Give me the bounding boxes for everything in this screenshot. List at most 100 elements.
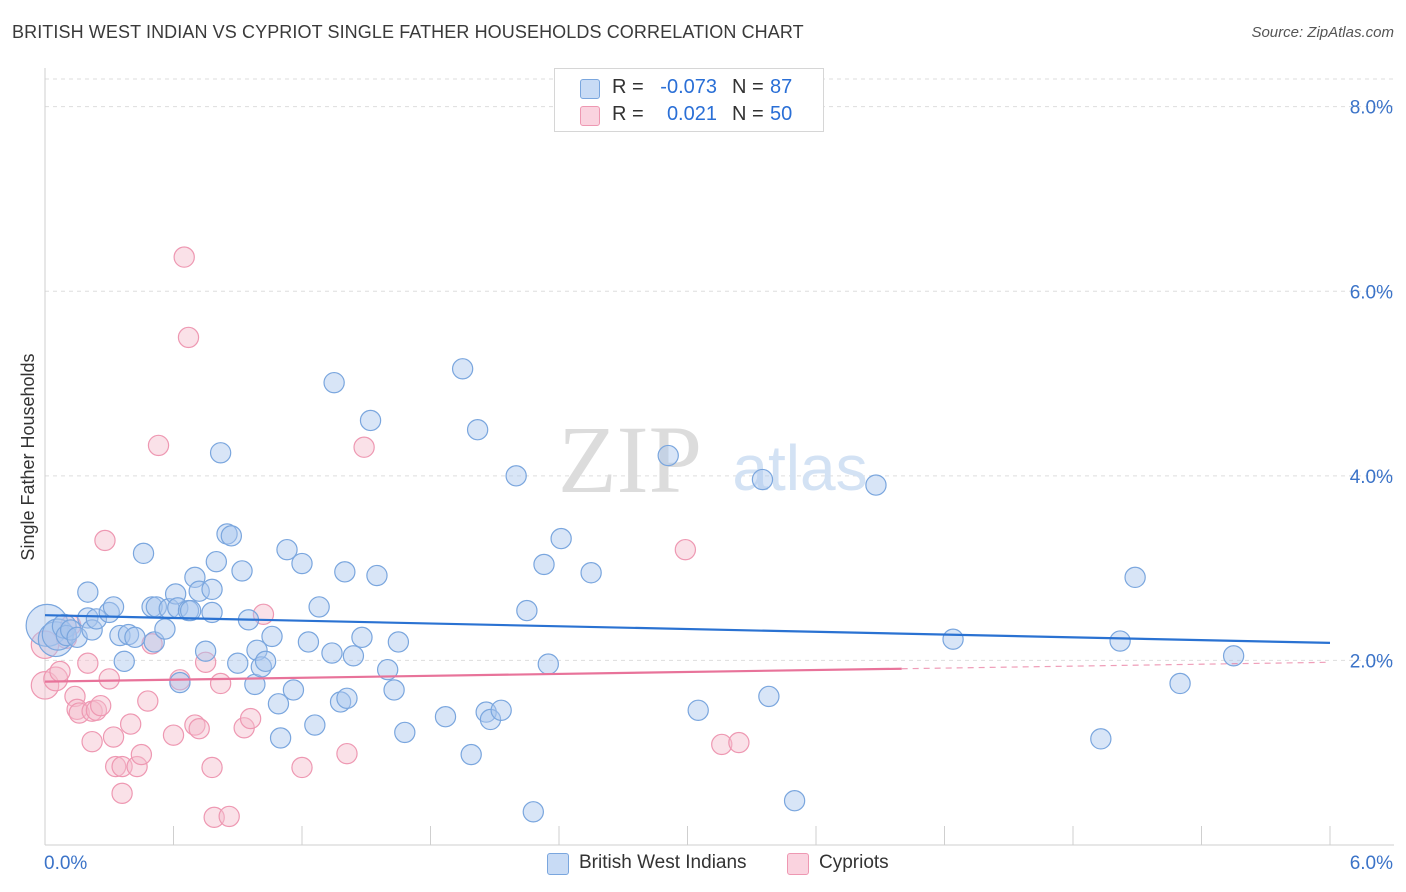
british-west-indian-point: [154, 618, 176, 640]
x-tick-label: 0.0%: [44, 853, 87, 874]
british-west-indian-point: [359, 409, 382, 432]
british-west-indian-point: [102, 596, 125, 618]
cypriot-point: [89, 694, 112, 717]
british-west-indian-point: [220, 525, 243, 547]
y-tick-label: 8.0%: [1350, 98, 1393, 119]
cypriot-point: [126, 755, 148, 778]
british-west-indian-points: [25, 358, 1245, 823]
series-label: Cypriots: [819, 852, 889, 873]
british-west-indian-point: [537, 653, 559, 675]
cypriot-point: [81, 730, 103, 753]
british-west-indian-point: [1169, 672, 1191, 695]
british-west-indian-point: [522, 801, 544, 823]
cypriot-point: [49, 660, 71, 683]
british-west-indian-point: [304, 714, 326, 736]
cypriot-point: [104, 755, 127, 778]
cypriot-point: [194, 651, 217, 673]
legend-n-value: 50: [770, 103, 793, 125]
cypriot-point: [77, 652, 99, 674]
cypriot-point: [188, 718, 210, 740]
cypriot-point: [162, 724, 185, 746]
british-west-indian-point: [194, 640, 217, 662]
british-west-indian-point: [351, 626, 373, 649]
british-west-indian-point: [321, 642, 343, 664]
cypriot-point: [94, 529, 116, 552]
cypriot-point: [147, 434, 170, 457]
legend-r-label: R =: [612, 103, 644, 125]
tick-labels: 2.0% 4.0% 6.0% 8.0% 0.0% 6.0%: [44, 98, 1393, 874]
y-tick-label: 2.0%: [1350, 651, 1393, 672]
legend-n-value: 87: [770, 76, 793, 98]
british-west-indian-point: [267, 693, 290, 715]
cypriot-point: [111, 782, 133, 805]
legend-row-british-west-indians: R = -0.073 N = 87: [555, 73, 823, 101]
legend-swatch-blue: [580, 79, 600, 99]
source-credit[interactable]: Source: ZipAtlas.com: [1251, 24, 1394, 41]
legend-swatch-pink: [580, 106, 600, 126]
cypriot-point: [119, 713, 142, 735]
cypriot-point: [728, 731, 750, 754]
british-west-indian-point: [132, 542, 155, 565]
british-west-indian-point: [1124, 566, 1146, 589]
british-west-indian-point: [1222, 645, 1245, 667]
british-west-indian-point: [77, 607, 99, 629]
british-west-indian-point: [179, 599, 202, 622]
british-west-indian-point: [758, 685, 780, 708]
british-west-indian-point: [227, 652, 249, 674]
british-west-indian-point: [282, 679, 305, 701]
trend-lines: [44, 614, 1331, 683]
british-west-indian-point: [254, 650, 277, 673]
trend-line-cypriots: [44, 667, 902, 683]
british-west-indian-point: [394, 721, 416, 744]
cypriot-points: [30, 246, 750, 829]
cypriot-point: [111, 755, 133, 778]
cypriot-point: [291, 756, 313, 779]
british-west-indian-point: [336, 687, 358, 709]
british-west-indian-point: [261, 625, 283, 648]
watermark-zip: ZIP: [558, 406, 702, 513]
trend-line-british-west-indians: [44, 614, 1331, 644]
cypriot-point: [711, 733, 733, 756]
british-west-indian-point: [124, 626, 146, 649]
british-west-indian-point: [209, 442, 232, 464]
legend-r-value: 0.021: [666, 103, 717, 125]
british-west-indian-point: [460, 743, 482, 766]
cypriot-point: [173, 246, 195, 268]
cypriot-point: [130, 743, 153, 766]
british-west-indian-point: [291, 552, 313, 575]
cypriot-point: [353, 436, 375, 458]
british-west-indian-point: [580, 562, 602, 584]
x-tick-label: 6.0%: [1350, 853, 1393, 874]
british-west-indian-point: [269, 727, 292, 749]
british-west-indian-point: [533, 553, 555, 576]
british-west-indian-point: [451, 358, 474, 380]
british-west-indian-point: [376, 658, 399, 681]
british-west-indian-point: [466, 419, 489, 441]
cypriot-point: [102, 726, 125, 748]
legend-row-cypriots: R = 0.021 N = 50: [555, 100, 823, 128]
cypriot-point: [201, 756, 223, 779]
cypriot-point: [98, 668, 120, 690]
watermark-atlas: atlas: [732, 432, 867, 504]
british-west-indian-point: [276, 538, 298, 561]
british-west-indian-point: [201, 601, 223, 624]
british-west-indian-point: [113, 650, 135, 673]
british-west-indian-point: [1109, 630, 1131, 652]
axes: [44, 68, 1394, 846]
y-axis-label: Single Father Households: [18, 353, 38, 560]
british-west-indian-point: [334, 561, 356, 583]
british-west-indian-point: [164, 583, 187, 605]
british-west-indian-point: [308, 596, 330, 618]
british-west-indian-point: [383, 679, 405, 701]
y-tick-label: 4.0%: [1350, 467, 1393, 488]
series-swatch-blue: [547, 853, 569, 875]
british-west-indian-point: [231, 560, 253, 582]
trend-line-cypriots-extension: [901, 661, 1331, 670]
british-west-indian-point: [479, 708, 502, 731]
british-west-indian-point: [342, 645, 365, 667]
stats-legend: R = -0.073 N = 87 R = 0.021 N = 50: [554, 68, 824, 132]
british-west-indian-point: [201, 578, 223, 601]
british-west-indian-point: [516, 599, 538, 622]
cypriot-point: [239, 707, 262, 730]
